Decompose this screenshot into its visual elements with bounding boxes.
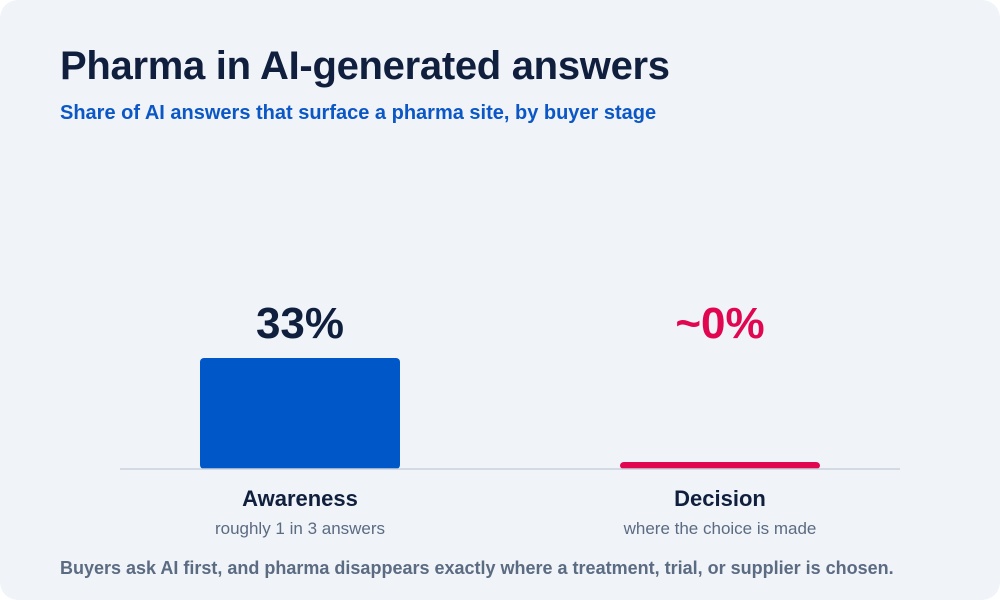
category-label-awareness: Awareness: [242, 486, 358, 511]
chart-subtitle: Share of AI answers that surface a pharm…: [60, 102, 657, 124]
category-label-decision: Decision: [674, 486, 766, 511]
category-note-decision: where the choice is made: [623, 519, 817, 538]
footnote: Buyers ask AI first, and pharma disappea…: [60, 558, 894, 578]
value-label-decision: ~0%: [675, 299, 764, 348]
category-note-awareness: roughly 1 in 3 answers: [215, 519, 385, 538]
bar-decision: [620, 462, 820, 469]
bar-awareness: [200, 358, 400, 469]
chart-title: Pharma in AI-generated answers: [60, 44, 670, 88]
value-label-awareness: 33%: [256, 299, 344, 348]
